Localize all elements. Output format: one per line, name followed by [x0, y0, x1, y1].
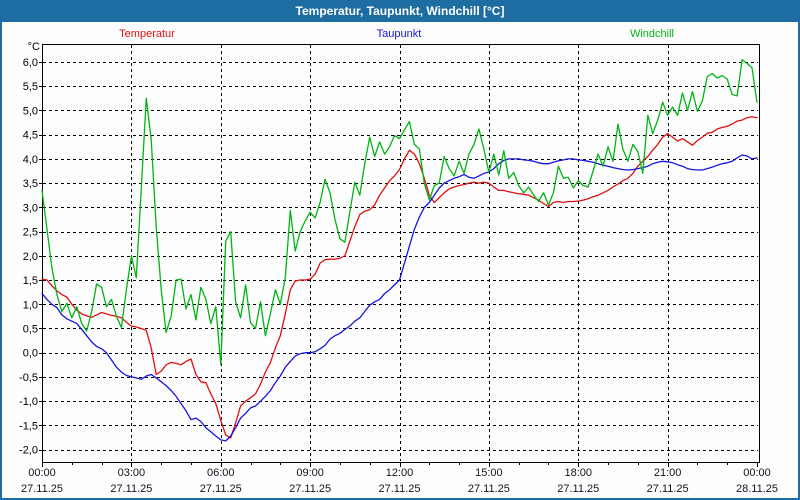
legend-windchill: Windchill	[629, 28, 674, 40]
svg-text:2,5: 2,5	[23, 227, 38, 239]
svg-text:12:00: 12:00	[386, 467, 414, 479]
svg-text:21:00: 21:00	[654, 467, 682, 479]
svg-text:27.11.25: 27.11.25	[468, 483, 510, 495]
svg-text:27.11.25: 27.11.25	[647, 483, 689, 495]
legend-temperatur: Temperatur	[119, 28, 175, 40]
svg-text:4,5: 4,5	[23, 130, 38, 142]
svg-text:27.11.25: 27.11.25	[289, 483, 331, 495]
svg-text:-1,5: -1,5	[19, 420, 38, 432]
svg-text:2,0: 2,0	[23, 251, 38, 263]
svg-text:27.11.25: 27.11.25	[200, 483, 242, 495]
svg-text:0,5: 0,5	[23, 323, 38, 335]
svg-text:-2,0: -2,0	[19, 445, 38, 457]
svg-text:3,0: 3,0	[23, 202, 38, 214]
svg-text:06:00: 06:00	[207, 467, 235, 479]
svg-text:0,0: 0,0	[23, 348, 38, 360]
svg-text:18:00: 18:00	[564, 467, 592, 479]
svg-text:00:00: 00:00	[28, 467, 56, 479]
svg-text:00:00: 00:00	[743, 467, 771, 479]
svg-text:03:00: 03:00	[118, 467, 146, 479]
svg-text:4,0: 4,0	[23, 154, 38, 166]
svg-text:27.11.25: 27.11.25	[378, 483, 420, 495]
svg-text:27.11.25: 27.11.25	[110, 483, 152, 495]
svg-text:6,0: 6,0	[23, 57, 38, 69]
legend-taupunkt: Taupunkt	[376, 28, 422, 40]
window-title: Temperatur, Taupunkt, Windchill [°C]	[295, 4, 505, 18]
svg-text:09:00: 09:00	[296, 467, 324, 479]
svg-text:-0,5: -0,5	[19, 372, 38, 384]
svg-text:3,5: 3,5	[23, 178, 38, 190]
window-titlebar: Temperatur, Taupunkt, Windchill [°C]	[2, 2, 798, 22]
svg-text:5,5: 5,5	[23, 81, 38, 93]
svg-text:1,0: 1,0	[23, 299, 38, 311]
svg-text:27.11.25: 27.11.25	[21, 483, 63, 495]
svg-text:27.11.25: 27.11.25	[557, 483, 599, 495]
svg-text:28.11.25: 28.11.25	[736, 483, 778, 495]
svg-text:°C: °C	[28, 41, 40, 53]
svg-text:15:00: 15:00	[475, 467, 503, 479]
svg-text:1,5: 1,5	[23, 275, 38, 287]
svg-text:-1,0: -1,0	[19, 396, 38, 408]
svg-text:5,0: 5,0	[23, 105, 38, 117]
